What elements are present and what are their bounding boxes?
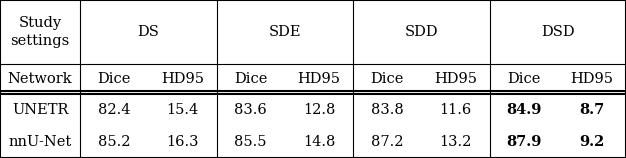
Text: SDE: SDE [269,25,301,39]
Text: 87.2: 87.2 [371,135,403,149]
Text: 14.8: 14.8 [303,135,335,149]
Text: HD95: HD95 [161,72,204,86]
Text: 9.2: 9.2 [579,135,605,149]
Text: Dice: Dice [98,72,131,86]
Text: 8.7: 8.7 [579,103,605,117]
Text: 11.6: 11.6 [439,103,471,117]
Text: 84.9: 84.9 [506,103,541,117]
Text: 15.4: 15.4 [167,103,198,117]
Text: DS: DS [138,25,159,39]
Text: 12.8: 12.8 [303,103,335,117]
Text: Dice: Dice [507,72,540,86]
Text: UNETR: UNETR [12,103,68,117]
Text: 13.2: 13.2 [439,135,471,149]
Text: HD95: HD95 [570,72,613,86]
Text: 87.9: 87.9 [506,135,541,149]
Text: Dice: Dice [371,72,404,86]
Text: Study
settings: Study settings [11,16,69,48]
Text: Dice: Dice [234,72,267,86]
Text: 83.6: 83.6 [234,103,267,117]
Text: DSD: DSD [541,25,575,39]
Text: SDD: SDD [404,25,438,39]
Text: 85.2: 85.2 [98,135,130,149]
Text: HD95: HD95 [434,72,477,86]
Text: Network: Network [8,72,73,86]
Text: HD95: HD95 [297,72,341,86]
Text: nnU-Net: nnU-Net [8,135,72,149]
Text: 85.5: 85.5 [235,135,267,149]
Text: 82.4: 82.4 [98,103,130,117]
Text: 83.8: 83.8 [371,103,404,117]
Text: 16.3: 16.3 [167,135,198,149]
